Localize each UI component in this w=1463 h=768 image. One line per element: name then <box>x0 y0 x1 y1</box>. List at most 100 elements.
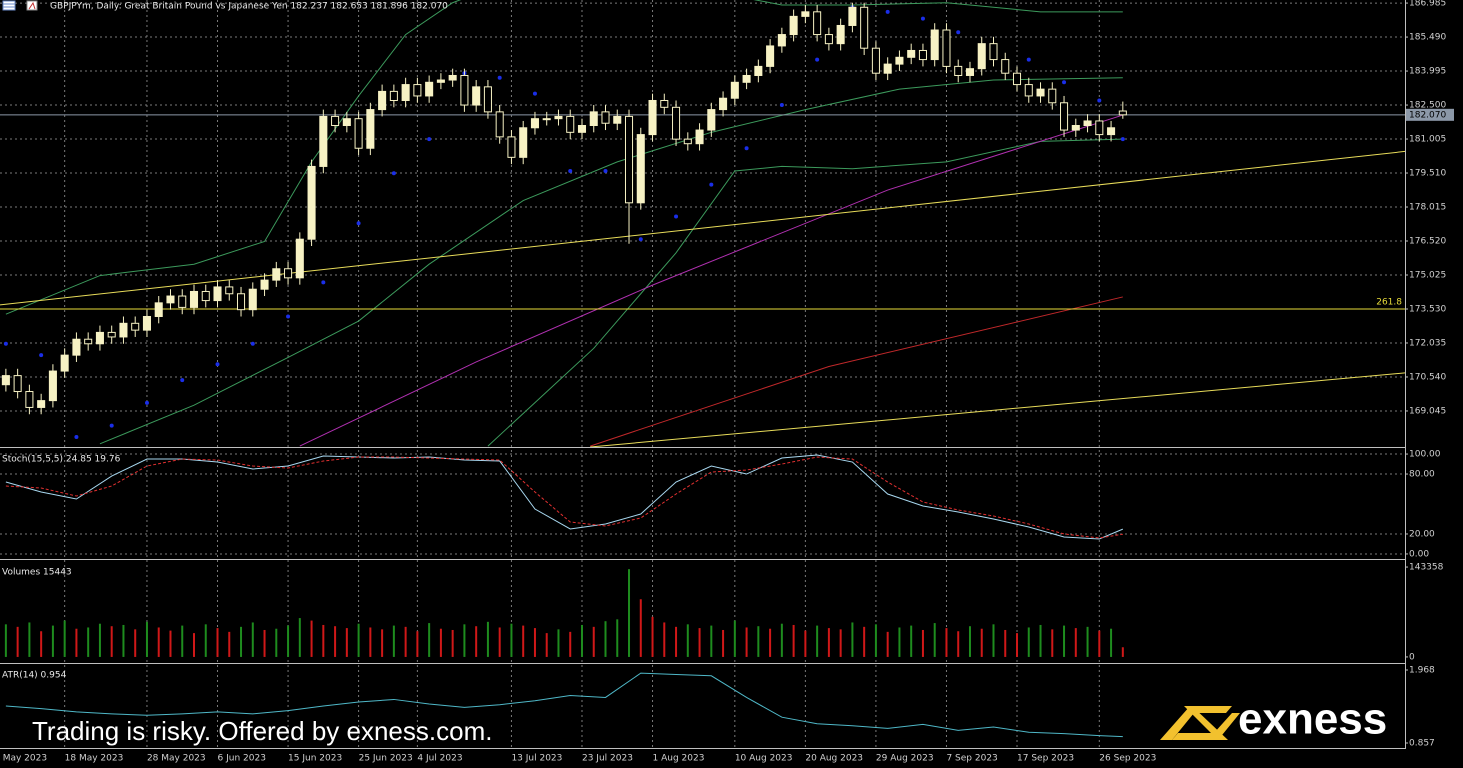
candle-body <box>742 74 751 83</box>
panel <box>5 672 1123 738</box>
y-tick-label: 175.025 <box>1409 270 1446 280</box>
candle-body <box>542 118 551 121</box>
candle-body <box>683 138 692 145</box>
candle-body <box>754 65 763 76</box>
candle-body <box>648 99 657 136</box>
x-tick-label: 20 Aug 2023 <box>805 754 863 764</box>
candle-body <box>307 165 316 240</box>
candle-body <box>1 375 10 386</box>
candle-body <box>589 111 598 127</box>
sar-dot <box>250 341 255 346</box>
y-tick-label: 20.00 <box>1409 529 1435 539</box>
candle-body <box>1060 102 1069 131</box>
volume-bar <box>910 625 913 657</box>
y-tick-label: 1.968 <box>1409 665 1435 675</box>
candle-body <box>942 29 951 67</box>
logo-mark <box>1184 706 1228 740</box>
sar-dot <box>180 378 185 383</box>
volume-bar <box>686 624 689 657</box>
sar-dot <box>427 137 432 142</box>
candle-body <box>1012 72 1022 86</box>
volume-bar <box>992 624 995 657</box>
toolbar-icons <box>2 0 38 11</box>
volume-bar <box>87 627 90 657</box>
volume-bar <box>298 618 301 657</box>
indicator-line <box>5 672 1123 738</box>
volume-bar <box>1098 630 1101 657</box>
volume-bar <box>874 624 877 657</box>
volume-bar <box>945 628 948 657</box>
volume-bar <box>16 626 19 657</box>
volume-bar <box>792 624 795 657</box>
sar-dot <box>109 423 114 428</box>
volume-bar <box>40 631 43 657</box>
candle-body <box>1118 110 1127 116</box>
candle-body <box>72 338 81 356</box>
sar-dot <box>532 91 537 96</box>
candle-body <box>425 81 434 97</box>
volume-bar <box>404 626 407 657</box>
y-tick-label: 143358 <box>1409 563 1444 573</box>
volume-bar <box>322 624 325 657</box>
x-tick-label: 25 Jun 2023 <box>359 754 413 764</box>
volume-bar <box>463 624 466 657</box>
y-tick-label: 179.510 <box>1409 169 1446 179</box>
candle-body <box>95 331 104 345</box>
volume-bar <box>486 621 489 657</box>
volume-bar <box>757 626 760 657</box>
candle-body <box>142 315 151 331</box>
y-tick-label: 182.500 <box>1409 101 1446 111</box>
sar-dot <box>391 171 396 176</box>
fibo-label: 261.8 <box>1376 297 1402 307</box>
sar-dot <box>603 168 608 173</box>
candle-body <box>707 109 716 131</box>
candle-body <box>60 354 69 372</box>
volume-bar <box>28 622 31 657</box>
candle-body <box>1095 120 1104 136</box>
x-tick-label: 18 May 2023 <box>65 754 124 764</box>
volume-bar <box>628 569 631 657</box>
candle-body <box>107 331 116 338</box>
volume-bar <box>428 623 431 657</box>
volume-bar <box>157 627 160 657</box>
candle-body <box>918 49 927 61</box>
y-tick-label: 173.530 <box>1409 304 1446 314</box>
candle-body <box>848 6 857 26</box>
volume-bar <box>381 629 384 657</box>
sar-dot <box>1097 98 1102 103</box>
candle-body <box>331 115 340 127</box>
y-tick-label: 172.035 <box>1409 338 1446 348</box>
volume-bar <box>957 631 960 657</box>
volume-bar <box>475 626 478 657</box>
sar-dot <box>3 341 8 346</box>
candle-body <box>166 295 175 304</box>
y-tick-label: 169.045 <box>1409 406 1446 416</box>
volume-bar <box>522 625 525 657</box>
candle-body <box>766 45 775 67</box>
sar-dot <box>74 434 79 439</box>
candle-body <box>413 84 422 97</box>
sar-dot <box>779 103 784 108</box>
candle-body <box>272 268 281 281</box>
volume-bar <box>334 626 337 657</box>
volume-bar <box>663 622 666 657</box>
volume-bar <box>816 625 819 657</box>
candle-body <box>813 11 822 36</box>
candle-body <box>730 81 739 99</box>
candle-body <box>13 375 22 393</box>
icon <box>26 0 38 11</box>
candle-body <box>801 11 810 17</box>
candle-body <box>554 115 563 120</box>
indicator-line <box>5 454 1124 540</box>
volume-bar <box>580 624 583 657</box>
candle-body <box>566 115 575 133</box>
candle-body <box>1036 88 1045 97</box>
volume-bar <box>145 621 148 657</box>
volume-bar <box>863 626 866 657</box>
x-tick-label: 13 Jul 2023 <box>511 754 562 764</box>
candle-body <box>930 29 939 61</box>
panel-label: ATR(14) 0.954 <box>2 671 67 681</box>
candle-body <box>342 118 351 127</box>
candle-body <box>119 322 128 338</box>
